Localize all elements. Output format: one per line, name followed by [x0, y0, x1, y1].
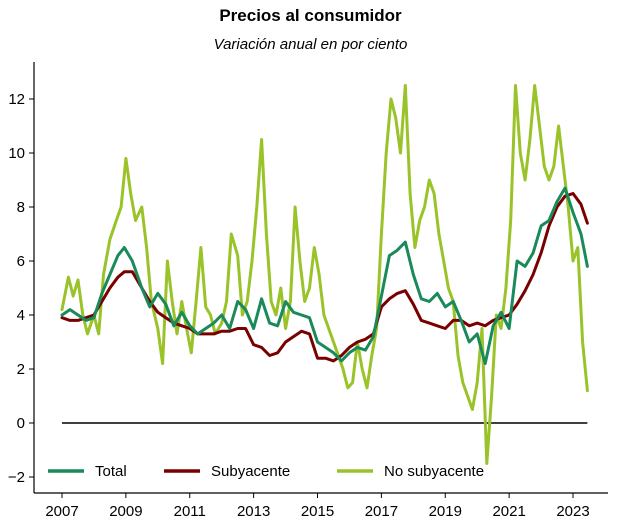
chart-subtitle: Variación anual en por ciento: [213, 36, 408, 53]
x-tick-label: 2015: [301, 503, 334, 520]
chart-title: Precios al consumidor: [219, 6, 402, 25]
series-line-total: [60, 186, 589, 366]
legend-label-total: Total: [95, 463, 127, 480]
legend: Total Subyacente No subyacente: [48, 463, 484, 480]
x-tick-label: 2021: [492, 503, 525, 520]
y-tick-label: 2: [17, 361, 25, 378]
legend-label-subyacente: Subyacente: [211, 463, 290, 480]
x-tick-label: 2013: [237, 503, 270, 520]
y-tick-label: −2: [8, 469, 25, 486]
series-line-subyacente: [60, 192, 589, 363]
x-tick-label: 2009: [109, 503, 142, 520]
y-tick-label: 8: [17, 199, 25, 216]
y-tick-label: 10: [8, 145, 25, 162]
legend-label-no-subyacente: No subyacente: [384, 463, 484, 480]
y-tick-label: 0: [17, 415, 25, 432]
x-tick-label: 2017: [365, 503, 398, 520]
series-layer: [60, 84, 589, 465]
x-tick-label: 2019: [429, 503, 462, 520]
x-tick-label: 2007: [45, 503, 78, 520]
x-tick-label: 2011: [174, 503, 206, 520]
y-tick-label: 6: [17, 253, 25, 270]
axes: −2 0 2 4 6 8 10 12 2007 2009 2011 2013 2015 2017 2019 2…: [8, 62, 608, 520]
y-tick-label: 4: [17, 307, 25, 324]
x-tick-label: 2023: [556, 503, 589, 520]
y-tick-label: 12: [8, 91, 25, 108]
series-line-no-subyacente: [60, 84, 589, 465]
